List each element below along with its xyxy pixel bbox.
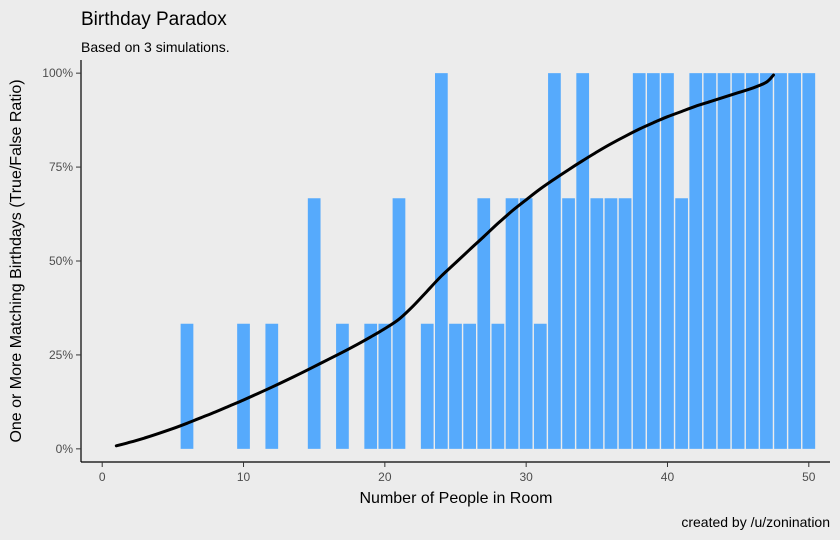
bar: [745, 73, 759, 449]
bar: [180, 323, 194, 449]
y-axis-title: One or More Matching Birthdays (True/Fal…: [8, 79, 25, 442]
bar: [548, 73, 561, 449]
bar: [717, 73, 731, 449]
bars-layer: [180, 73, 816, 449]
bar: [788, 73, 802, 449]
bar: [774, 73, 787, 449]
x-tick-label: 30: [519, 470, 533, 484]
bar: [576, 73, 590, 449]
bar: [590, 198, 604, 449]
bar: [463, 323, 476, 449]
y-tick-label: 75%: [49, 160, 73, 174]
chart-title: Birthday Paradox: [81, 9, 227, 30]
bar: [477, 198, 491, 449]
bar: [562, 198, 575, 449]
bar: [618, 198, 632, 449]
bar: [604, 198, 618, 449]
x-axis-title: Number of People in Room: [360, 490, 553, 507]
x-tick-label: 20: [378, 470, 392, 484]
bar: [802, 73, 816, 449]
bar: [703, 73, 717, 449]
bar: [435, 73, 448, 449]
y-tick-label: 50%: [49, 254, 73, 268]
bar: [491, 323, 505, 449]
bar: [378, 323, 392, 449]
bar: [760, 73, 773, 449]
bar: [449, 323, 462, 449]
y-ticks: 0% 25% 50% 75% 100%: [42, 66, 81, 456]
bar: [307, 198, 321, 449]
trend-line: [114, 73, 775, 448]
bar: [731, 73, 745, 449]
bar: [533, 323, 547, 449]
bar: [646, 73, 660, 449]
x-tick-label: 40: [661, 470, 675, 484]
x-tick-label: 0: [99, 470, 106, 484]
bar: [661, 73, 674, 449]
x-tick-label: 10: [237, 470, 251, 484]
bar: [392, 198, 406, 449]
y-tick-label: 0%: [56, 442, 74, 456]
y-tick-label: 100%: [42, 66, 73, 80]
chart-subtitle: Based on 3 simulations.: [81, 39, 230, 55]
x-tick-label: 50: [802, 470, 816, 484]
bar: [519, 198, 533, 449]
x-ticks: 0 10 20 30 40 50: [99, 462, 816, 484]
chart-caption: created by /u/zonination: [681, 514, 830, 530]
bar: [364, 323, 378, 449]
y-tick-label: 25%: [49, 348, 73, 362]
bar: [237, 323, 250, 449]
bar: [505, 198, 519, 449]
bar: [632, 73, 646, 449]
bar: [336, 323, 349, 449]
bar: [689, 73, 703, 449]
bar: [420, 323, 434, 449]
bar: [675, 198, 688, 449]
